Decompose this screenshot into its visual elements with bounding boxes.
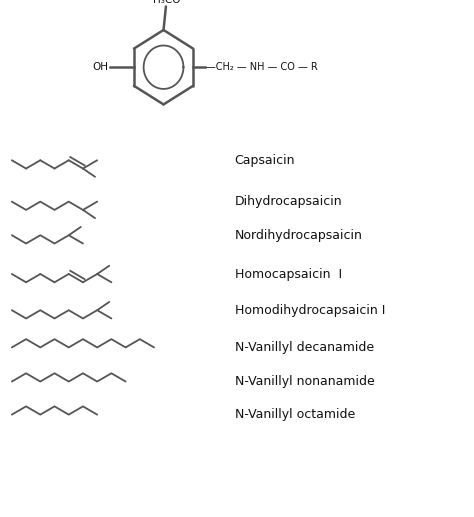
Text: Homocapsaicin  I: Homocapsaicin I bbox=[235, 267, 342, 281]
Text: Dihydrocapsaicin: Dihydrocapsaicin bbox=[235, 195, 342, 208]
Text: OH: OH bbox=[92, 62, 108, 72]
Text: Homodihydrocapsaicin I: Homodihydrocapsaicin I bbox=[235, 303, 385, 317]
Text: Capsaicin: Capsaicin bbox=[235, 154, 295, 167]
Text: —CH₂ — NH — CO — R: —CH₂ — NH — CO — R bbox=[206, 62, 318, 72]
Text: N-Vanillyl decanamide: N-Vanillyl decanamide bbox=[235, 341, 374, 354]
Text: Nordihydrocapsaicin: Nordihydrocapsaicin bbox=[235, 229, 363, 242]
Text: N-Vanillyl nonanamide: N-Vanillyl nonanamide bbox=[235, 375, 374, 388]
Text: N-Vanillyl octamide: N-Vanillyl octamide bbox=[235, 408, 355, 421]
Text: H₃CO: H₃CO bbox=[153, 0, 181, 5]
